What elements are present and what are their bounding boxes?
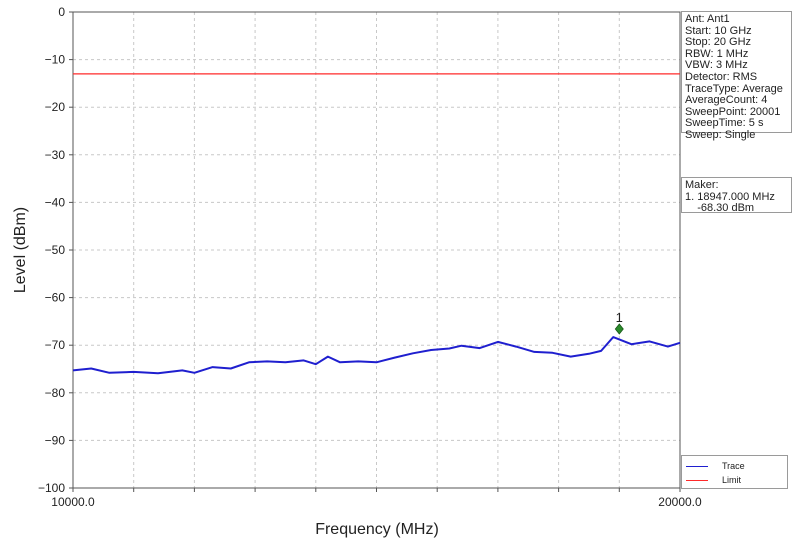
y-tick-label: −20 [45, 100, 66, 114]
x-tick-label: 20000.0 [658, 495, 702, 509]
marker-point [614, 323, 624, 335]
y-tick-label: −100 [38, 481, 65, 495]
y-tick-label: 0 [58, 5, 65, 19]
y-axis-label: Level (dBm) [12, 207, 29, 293]
marker-info-line: -68.30 dBm [685, 202, 755, 215]
series [72, 73, 681, 375]
settings-line: Start: 10 GHz [685, 24, 752, 37]
y-tick-label: −70 [45, 338, 66, 352]
legend-item-limit: Limit [686, 474, 741, 486]
legend-label-trace: Trace [722, 461, 745, 471]
x-axis: 10000.0 20000.0 [51, 488, 702, 509]
legend-swatch-trace [686, 465, 708, 467]
settings-line: SweepPoint: 20001 [685, 105, 781, 118]
settings-line: RBW: 1 MHz [685, 47, 749, 60]
x-tick-label: 10000.0 [51, 495, 95, 509]
marker-panel: Maker: 1. 18947.000 MHz -68.30 dBm [681, 177, 792, 215]
y-tick-label: −30 [45, 148, 66, 162]
y-tick-label: −90 [45, 433, 66, 447]
y-axis: 0 −10 −20 −30 −40 −50 −60 −70 −80 −90 −100 [38, 5, 73, 495]
settings-line: TraceType: Average [685, 82, 783, 95]
legend-swatch-limit [686, 479, 708, 481]
y-tick-label: −80 [45, 386, 66, 400]
x-axis-label: Frequency (MHz) [315, 521, 439, 538]
marker-info-line: Maker: [685, 179, 719, 191]
y-tick-label: −60 [45, 291, 66, 305]
legend: Trace Limit [681, 455, 788, 489]
settings-line: Detector: RMS [685, 70, 758, 83]
marker-info-line: 1. 18947.000 MHz [685, 190, 775, 203]
settings-line: AverageCount: 4 [685, 94, 768, 107]
settings-line: SweepTime: 5 s [685, 117, 764, 130]
y-tick-label: −50 [45, 243, 66, 257]
grid [73, 12, 680, 488]
marker: 1 [614, 310, 624, 335]
legend-item-trace: Trace [686, 460, 745, 472]
y-tick-label: −10 [45, 53, 66, 67]
settings-line: Sweep: Single [685, 128, 756, 141]
settings-line: Stop: 20 GHz [685, 36, 752, 49]
y-tick-label: −40 [45, 195, 66, 209]
series-line-trace [72, 336, 681, 375]
settings-line: Ant: Ant1 [685, 13, 730, 25]
settings-panel: Ant: Ant1 Start: 10 GHz Stop: 20 GHz RBW: 1… [681, 11, 792, 141]
marker-label: 1 [616, 310, 623, 325]
settings-line: VBW: 3 MHz [685, 59, 748, 72]
legend-label-limit: Limit [722, 475, 742, 485]
